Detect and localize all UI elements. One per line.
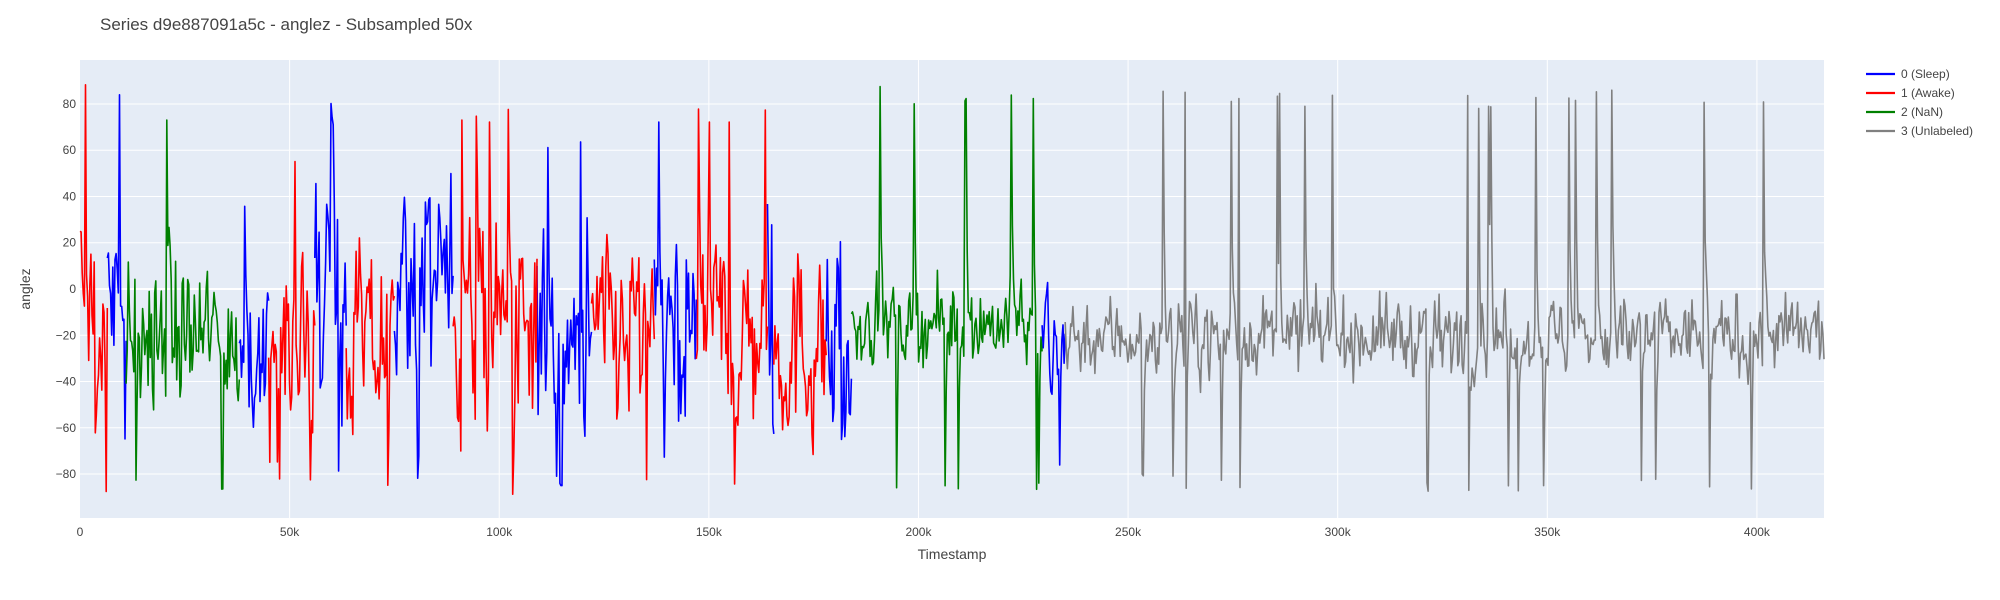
x-tick-label: 100k bbox=[486, 525, 513, 539]
y-tick-label: 80 bbox=[63, 97, 77, 111]
x-tick-label: 400k bbox=[1744, 525, 1771, 539]
x-tick-label: 250k bbox=[1115, 525, 1142, 539]
series-line bbox=[773, 253, 827, 456]
x-tick-label: 0 bbox=[77, 525, 84, 539]
legend-item[interactable]: 1 (Awake) bbox=[1901, 86, 1955, 100]
series-line bbox=[695, 108, 769, 485]
x-tick-label: 350k bbox=[1534, 525, 1561, 539]
series-line bbox=[766, 203, 775, 434]
y-tick-label: 20 bbox=[63, 236, 77, 250]
series-line bbox=[393, 172, 454, 480]
series-line bbox=[79, 84, 109, 493]
legend[interactable]: 0 (Sleep) 1 (Awake) 2 (NaN) 3 (Unlabeled) bbox=[1866, 67, 1973, 138]
x-axis-title: Timestamp bbox=[918, 546, 987, 562]
series-line bbox=[238, 205, 270, 429]
y-tick-label: 60 bbox=[63, 143, 77, 157]
x-tick-label: 200k bbox=[905, 525, 932, 539]
y-tick-label: −80 bbox=[56, 467, 77, 481]
y-tick-label: −60 bbox=[56, 421, 77, 435]
x-tick-label: 50k bbox=[280, 525, 300, 539]
series-line bbox=[314, 102, 347, 472]
y-tick-label: 0 bbox=[69, 282, 76, 296]
series-line bbox=[536, 141, 593, 487]
series-line bbox=[850, 85, 1043, 491]
x-tick-label: 150k bbox=[696, 525, 723, 539]
x-tick-label: 300k bbox=[1325, 525, 1352, 539]
series-line bbox=[1041, 281, 1066, 466]
y-tick-label: −20 bbox=[56, 328, 77, 342]
legend-item[interactable]: 0 (Sleep) bbox=[1901, 67, 1950, 81]
series-line bbox=[106, 94, 127, 440]
series-line bbox=[653, 121, 698, 458]
series-line bbox=[267, 160, 316, 481]
series-lines bbox=[79, 84, 1825, 496]
y-axis-ticks: −80 −60 −40 −20 0 20 40 60 80 bbox=[56, 97, 77, 481]
series-line bbox=[1064, 89, 1825, 493]
y-tick-label: −40 bbox=[56, 375, 77, 389]
chart-title: Series d9e887091a5c - anglez - Subsample… bbox=[100, 15, 473, 34]
y-tick-label: 40 bbox=[63, 189, 77, 203]
series-line bbox=[590, 233, 656, 481]
series-line bbox=[825, 240, 853, 441]
y-axis-title: anglez bbox=[17, 268, 33, 309]
series-line bbox=[345, 237, 396, 487]
legend-item[interactable]: 3 (Unlabeled) bbox=[1901, 124, 1973, 138]
series-line bbox=[452, 108, 538, 496]
series-line bbox=[125, 119, 241, 490]
x-axis-ticks: 0 50k 100k 150k 200k 250k 300k 350k 400k bbox=[77, 525, 1771, 539]
legend-item[interactable]: 2 (NaN) bbox=[1901, 105, 1943, 119]
